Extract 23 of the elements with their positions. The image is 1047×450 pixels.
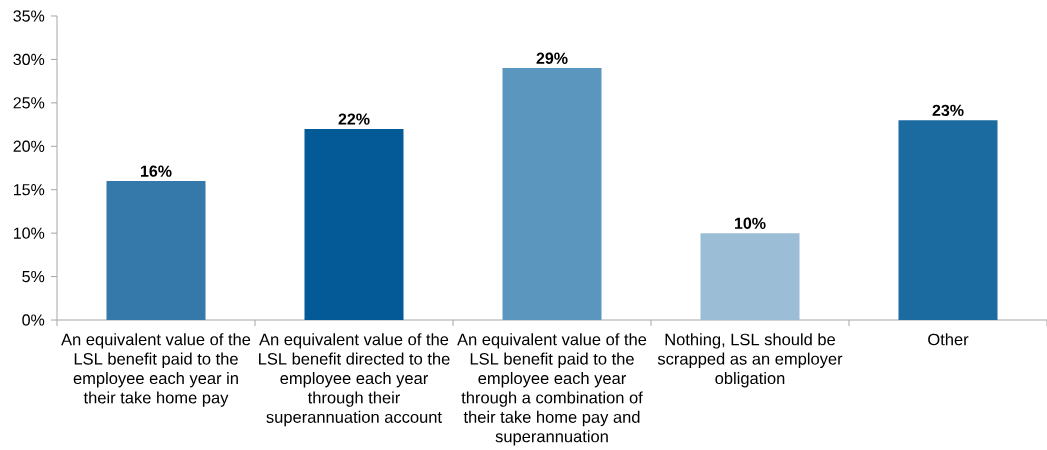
bar [700,233,800,320]
x-tick-label: Nothing, LSL should be scrapped as an employer obligation [657,333,843,388]
bar [304,128,404,320]
data-label: 29% [536,52,568,64]
data-label: 16% [141,165,172,177]
y-tick-label: 0% [22,314,45,326]
bar [106,181,206,320]
y-tick-label: 20% [13,140,45,152]
x-tick-label: Other [928,333,969,346]
x-tick-label: An equivalent value of the LSL benefit paid to the employee each year through a combination of their take home pay and superannuation [457,333,647,446]
y-tick-label: 25% [13,97,45,109]
x-tick-label: An equivalent value of the LSL benefit paid to the employee each year in their take home pay [61,333,251,407]
data-label: 22% [338,113,370,125]
y-tick-label: 30% [13,53,45,66]
x-tick-label: An equivalent value of the LSL benefit directed to the employee each year through their superannuation account [259,333,450,427]
y-tick-label: 15% [13,184,45,196]
y-tick-label: 10% [13,227,45,239]
y-tick-label: 5% [22,270,45,283]
data-label: 10% [735,217,766,229]
bar [502,68,602,320]
bar [898,120,998,320]
data-label: 23% [932,104,964,117]
y-tick-label: 35% [13,10,45,22]
